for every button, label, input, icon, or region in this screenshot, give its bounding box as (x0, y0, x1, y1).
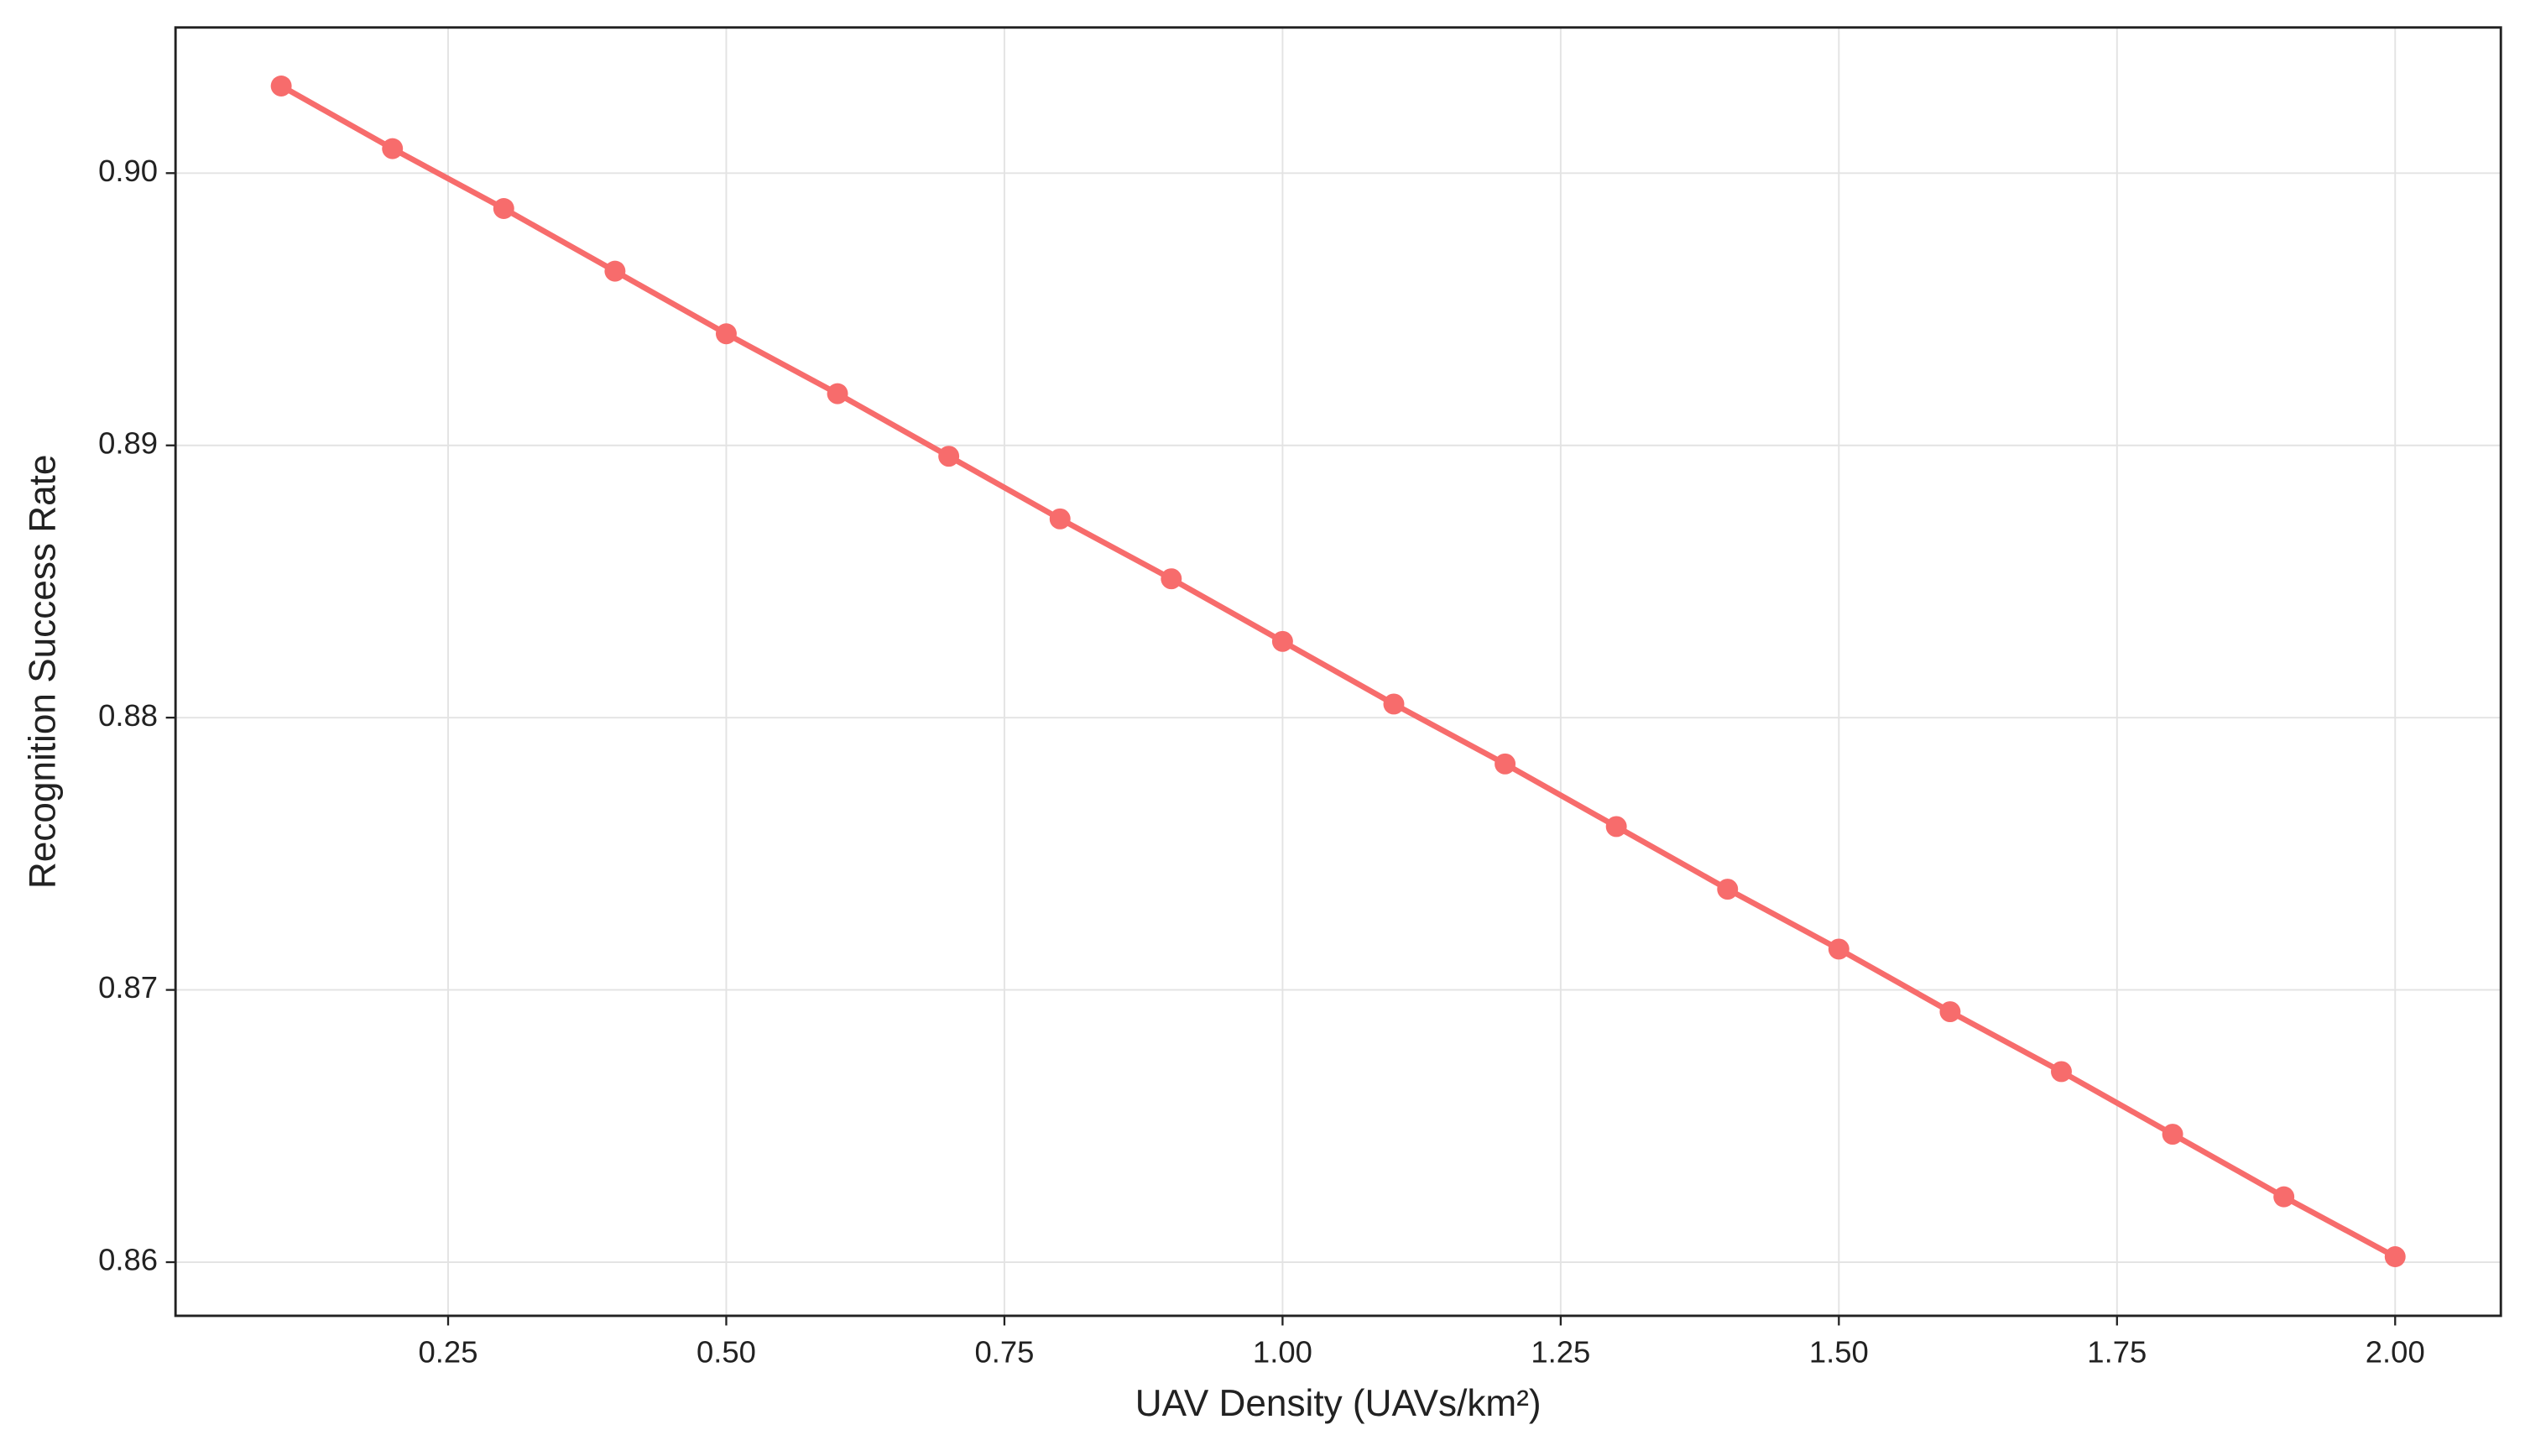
point (1271, 630, 1293, 652)
point (1939, 1001, 1961, 1023)
line (279, 83, 2397, 1260)
y-tick-label: 0.89 (98, 425, 158, 460)
point (715, 323, 737, 345)
x-axis-label: UAV Density (UAVs/km²) (1135, 1383, 1542, 1424)
y-axis-label: Recognition Success Rate (22, 455, 63, 890)
point (1605, 816, 1627, 838)
point (604, 260, 626, 282)
x-tick-label: 1.25 (1531, 1335, 1590, 1370)
x-tick-label: 2.00 (2366, 1335, 2425, 1370)
plot-frame (174, 26, 2502, 1318)
point (2273, 1186, 2295, 1208)
x-tick-label: 1.75 (2087, 1335, 2147, 1370)
x-tick-label: 1.50 (1809, 1335, 1869, 1370)
point (938, 446, 960, 467)
point (1495, 753, 1516, 775)
point (1383, 693, 1405, 715)
point (2384, 1246, 2406, 1268)
x-tick-label: 0.50 (696, 1335, 756, 1370)
x-tick-label: 0.75 (974, 1335, 1034, 1370)
point (270, 76, 292, 97)
point (1717, 879, 1739, 900)
point (1161, 568, 1182, 590)
point (493, 198, 514, 219)
y-tick-label: 0.87 (98, 970, 158, 1005)
x-tick-label: 1.00 (1253, 1335, 1312, 1370)
point (2051, 1061, 2072, 1083)
point (1828, 938, 1849, 960)
x-tick-label: 0.25 (419, 1335, 478, 1370)
point (827, 383, 848, 404)
y-tick-label: 0.86 (98, 1243, 158, 1277)
point (1049, 508, 1071, 530)
point (382, 138, 404, 159)
y-tick-label: 0.90 (98, 154, 158, 188)
y-tick-label: 0.88 (98, 698, 158, 733)
point (2162, 1124, 2183, 1145)
